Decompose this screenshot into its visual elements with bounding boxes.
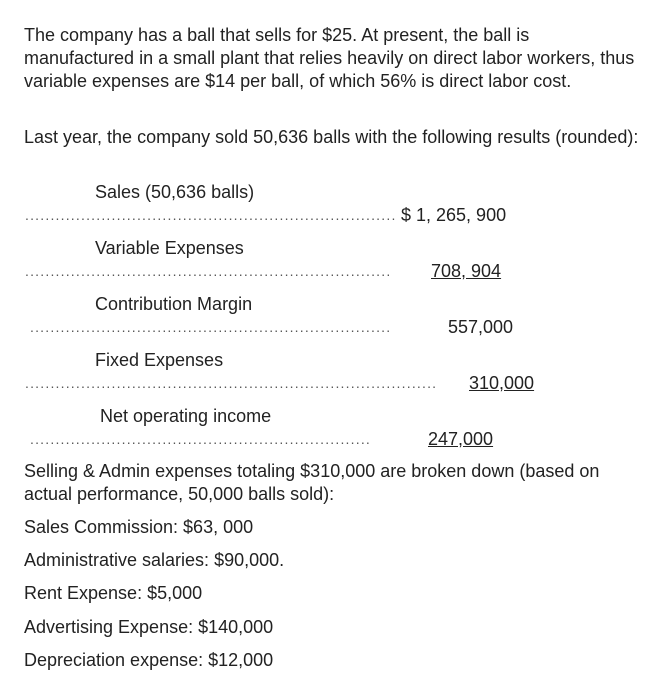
dot-leader: ........................................… <box>25 207 397 223</box>
breakdown-item: Depreciation expense: $12,000 <box>24 650 274 670</box>
statement-value: 247,000 <box>428 429 494 449</box>
dot-leader: ........................................… <box>25 375 437 391</box>
statement-label: Variable Expenses <box>95 238 244 258</box>
statement-label: Net operating income <box>100 406 272 426</box>
intro-paragraph: The company has a ball that sells for $2… <box>24 25 635 91</box>
statement-value: 557,000 <box>448 317 514 337</box>
breakdown-item: Administrative salaries: $90,000. <box>24 550 285 570</box>
statement-value: 708, 904 <box>431 261 502 281</box>
breakdown-item: Sales Commission: $63, 000 <box>24 517 254 537</box>
statement-value: 310,000 <box>469 373 535 393</box>
breakdown-item: Advertising Expense: $140,000 <box>24 617 274 637</box>
statement-label: Fixed Expenses <box>95 350 224 370</box>
statement-label: Contribution Margin <box>95 294 253 314</box>
statement-value: $ 1, 265, 900 <box>401 205 507 225</box>
breakdown-paragraph: Selling & Admin expenses totaling $310,0… <box>24 461 600 504</box>
dot-leader: ........................................… <box>25 263 389 279</box>
last-year-paragraph: Last year, the company sold 50,636 balls… <box>24 127 639 147</box>
dot-leader: ........................................… <box>30 319 389 335</box>
dot-leader: ........................................… <box>30 431 370 447</box>
breakdown-item: Rent Expense: $5,000 <box>24 583 203 603</box>
statement-label: Sales (50,636 balls) <box>95 182 255 202</box>
